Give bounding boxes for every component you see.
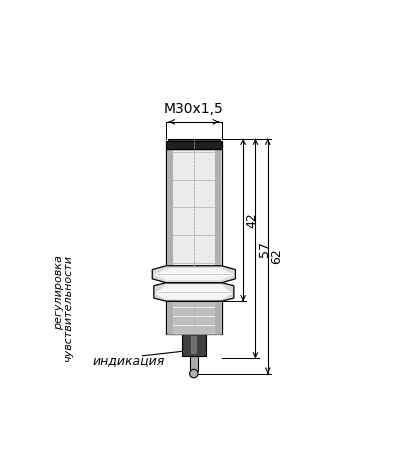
Text: 42: 42	[245, 212, 258, 228]
Polygon shape	[155, 284, 233, 300]
Polygon shape	[152, 266, 235, 283]
Text: индикация: индикация	[92, 354, 164, 367]
Bar	[167, 149, 173, 265]
Text: чувствительности: чувствительности	[63, 254, 73, 361]
Bar	[166, 301, 222, 334]
Bar	[215, 302, 221, 333]
Circle shape	[189, 369, 198, 378]
Bar	[191, 336, 197, 354]
Bar	[166, 149, 222, 266]
Polygon shape	[154, 283, 234, 301]
Text: 57: 57	[258, 241, 271, 256]
Bar	[181, 334, 206, 356]
Bar	[166, 141, 222, 149]
Bar	[215, 149, 221, 265]
Text: 62: 62	[270, 248, 283, 264]
Bar	[190, 356, 198, 371]
Text: М30х1,5: М30х1,5	[164, 103, 224, 117]
Polygon shape	[154, 268, 234, 280]
Bar	[167, 302, 173, 333]
Text: регулировка: регулировка	[54, 255, 64, 330]
Bar	[168, 139, 220, 141]
